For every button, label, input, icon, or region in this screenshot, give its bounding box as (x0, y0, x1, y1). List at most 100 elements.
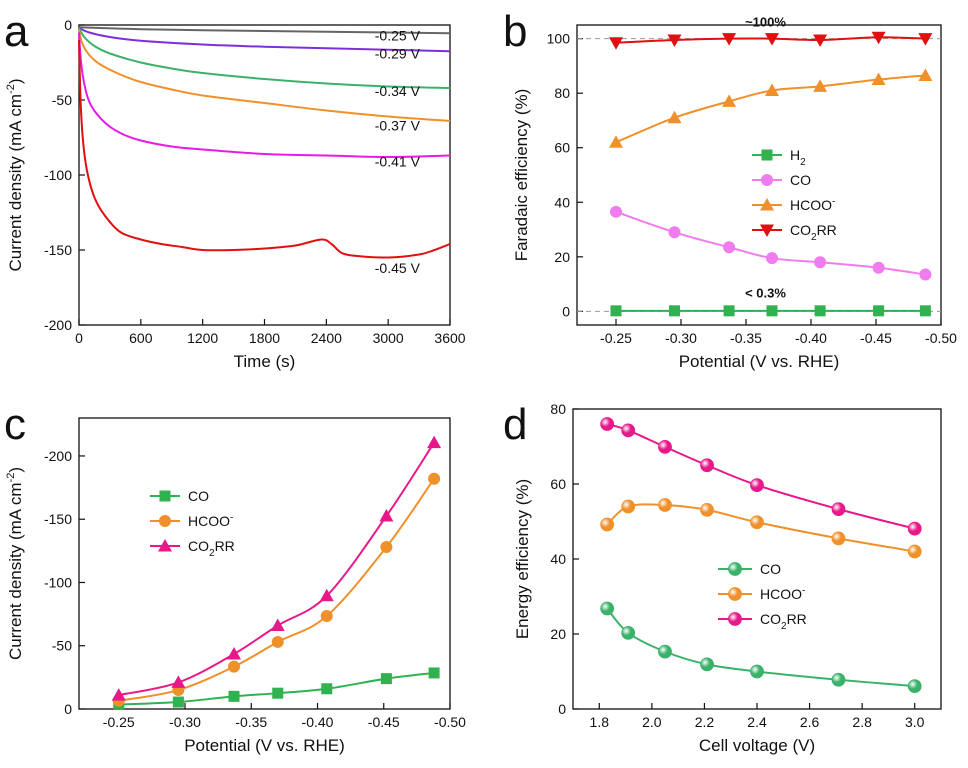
data-point (700, 502, 714, 517)
y-tick-label: 80 (554, 85, 570, 101)
x-tick-label: -0.45 (368, 714, 400, 730)
x-axis-label: Time (s) (234, 352, 296, 371)
panel-b: -0.25 -0.30 -0.35 -0.40 -0.45 -0.50 0 20 40 60 80 1… (503, 7, 957, 371)
plot-frame (78, 417, 451, 710)
series-line (78, 26, 451, 35)
x-tick-label: -0.30 (169, 714, 201, 730)
series-label: -0.41 V (375, 154, 421, 170)
legend-marker (728, 587, 742, 601)
legend: H2 CO HCOO- CO2RR (752, 147, 837, 243)
y-tick-label: -100 (44, 167, 72, 183)
panel-a: 0 600 1200 1800 2400 3000 3600 0 -50 -100 -150 -200… (4, 7, 466, 371)
plot-frame (576, 24, 942, 326)
y-tick-label: -50 (52, 638, 72, 654)
legend-marker (760, 198, 774, 211)
data-point (814, 256, 827, 269)
legend-marker (158, 539, 172, 552)
series-label: -0.45 V (375, 260, 421, 276)
data-point (873, 305, 885, 317)
y-axis-label: Faradaic efficiency (%) (512, 89, 531, 262)
data-point (723, 241, 736, 254)
legend-label: CO2RR (760, 611, 807, 632)
data-point (668, 226, 681, 239)
data-point (918, 33, 933, 46)
y-tick-label: -100 (44, 574, 72, 590)
legend: CO HCOO- CO2RR (150, 488, 235, 559)
legend-marker (159, 515, 171, 527)
data-point (228, 690, 240, 702)
series-line (78, 27, 451, 89)
data-point (610, 305, 622, 317)
y-tick-label: 0 (64, 701, 72, 717)
data-point (765, 83, 779, 96)
x-tick-label: 3600 (434, 330, 465, 346)
series-line (78, 27, 451, 53)
x-tick-label: 2.0 (642, 714, 662, 730)
y-tick-label: -50 (52, 92, 72, 108)
y-tick-label: 40 (550, 551, 566, 567)
x-axis-label: Potential (V vs. RHE) (679, 352, 840, 371)
x-tick-label: -0.45 (860, 330, 892, 346)
x-tick-label: 1.8 (590, 714, 610, 730)
series-line (118, 442, 435, 697)
data-point (907, 679, 922, 694)
data-point (172, 696, 184, 708)
y-tick-label: 20 (554, 249, 570, 265)
data-point (831, 531, 846, 546)
data-point (667, 110, 682, 124)
data-point (750, 515, 764, 530)
data-point (272, 687, 284, 699)
x-tick-label: 2.2 (695, 714, 715, 730)
data-point (907, 544, 922, 559)
series-label: -0.29 V (375, 46, 421, 62)
x-tick-label: -0.35 (730, 330, 762, 346)
y-tick-label: 0 (64, 17, 72, 33)
x-tick-label: -0.35 (235, 714, 267, 730)
legend-label: CO2RR (790, 222, 837, 243)
x-tick-label: 2.8 (852, 714, 872, 730)
data-point (722, 94, 737, 107)
series-line (78, 32, 451, 159)
legend-marker (761, 174, 773, 186)
y-tick-label: -150 (44, 511, 72, 527)
x-tick-label: -0.25 (103, 714, 135, 730)
data-point (700, 657, 714, 672)
legend-label: CO (760, 561, 781, 577)
data-point (111, 688, 126, 701)
data-point (700, 458, 714, 473)
data-point (831, 502, 846, 517)
legend-marker (728, 612, 742, 626)
series-line (78, 29, 451, 122)
data-point (609, 37, 623, 50)
data-point (766, 305, 778, 317)
panel-letter: a (4, 7, 29, 56)
data-point (320, 610, 333, 623)
panel-c: -0.25 -0.30 -0.35 -0.40 -0.45 -0.50 0 -50 -100 -1… (4, 400, 466, 755)
data-point (658, 439, 672, 454)
x-tick-label: 2.4 (747, 714, 767, 730)
x-tick-label: -0.50 (434, 714, 466, 730)
y-tick-label: 80 (550, 401, 566, 417)
data-point (621, 423, 636, 438)
x-tick-label: 3000 (373, 330, 404, 346)
data-point (750, 664, 764, 679)
data-point (871, 31, 886, 45)
y-tick-label: 20 (550, 626, 566, 642)
x-tick-label: 600 (129, 330, 153, 346)
legend-marker (761, 149, 773, 161)
annotation: < 0.3% (745, 286, 786, 301)
legend-label: CO2RR (188, 538, 235, 559)
legend-label: HCOO- (790, 196, 835, 213)
data-point (871, 72, 886, 86)
legend-marker (760, 224, 774, 237)
legend-marker (728, 562, 742, 576)
x-axis-label: Potential (V vs. RHE) (184, 736, 345, 755)
y-axis-label: Energy efficiency (%) (513, 479, 532, 639)
data-point (427, 435, 442, 449)
legend-label: CO (790, 172, 811, 188)
data-point (428, 472, 441, 485)
y-tick-label: 60 (554, 140, 570, 156)
data-point (907, 521, 922, 536)
y-tick-label: -150 (44, 242, 72, 258)
